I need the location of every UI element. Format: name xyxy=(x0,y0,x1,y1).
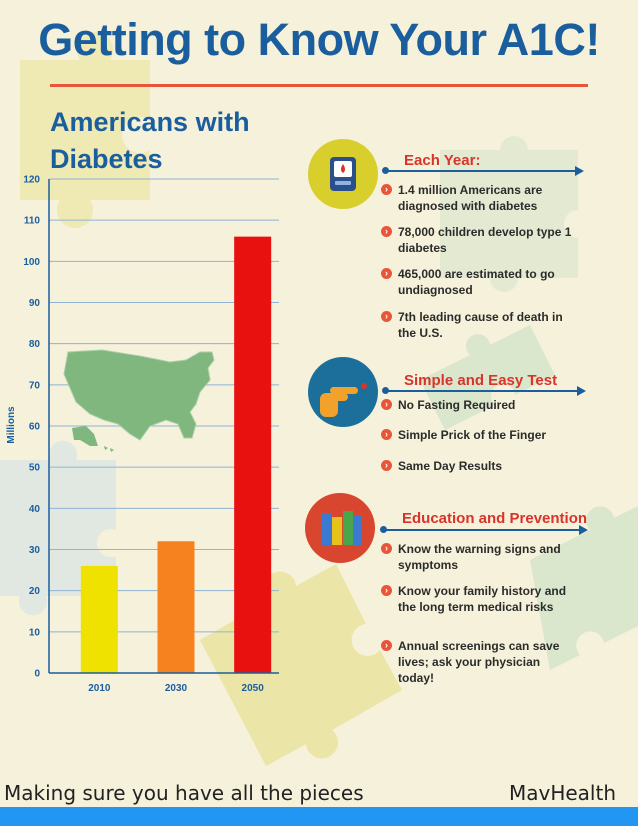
x-tick-label: 2010 xyxy=(88,683,111,694)
y-tick-label: 30 xyxy=(29,545,41,556)
bullet-item: › 78,000 children develop type 1 diabetes xyxy=(381,224,573,256)
bullet-text: Same Day Results xyxy=(398,459,503,473)
chart-title: Americans with Diabetes xyxy=(50,107,250,174)
bullet-text: Know your family history and the long te… xyxy=(398,584,567,614)
y-tick-label: 10 xyxy=(29,627,41,638)
bullet-item: › 7th leading cause of death in the U.S. xyxy=(381,309,573,341)
chevron-right-icon: › xyxy=(381,640,392,651)
alaska-map xyxy=(72,426,98,446)
chevron-right-icon: › xyxy=(381,311,392,322)
bullet-text: 465,000 are estimated to go undiagnosed xyxy=(398,267,555,297)
y-tick-label: 60 xyxy=(29,422,41,433)
x-tick-label: 2050 xyxy=(242,683,265,694)
section-icon-circle xyxy=(308,357,378,427)
section-each-year: Each Year: › 1.4 million Americans are di… xyxy=(300,136,610,346)
bullet-text: Annual screenings can save lives; ask yo… xyxy=(398,639,560,685)
hawaii-map xyxy=(104,446,114,452)
section-line-dot xyxy=(382,167,389,174)
y-tick-label: 110 xyxy=(24,216,41,227)
chevron-right-icon: › xyxy=(381,543,392,554)
section-education-prevention: Education and Prevention › Know the warni… xyxy=(300,493,610,693)
y-tick-label: 40 xyxy=(29,504,41,515)
bar-2010 xyxy=(80,565,118,673)
section-arrow-line xyxy=(384,529,580,531)
y-tick-label: 90 xyxy=(29,298,41,309)
chevron-right-icon: › xyxy=(381,460,392,471)
y-tick-label: 100 xyxy=(23,257,40,268)
chevron-right-icon: › xyxy=(381,184,392,195)
y-tick-label: 0 xyxy=(34,669,40,680)
chevron-right-icon: › xyxy=(381,429,392,440)
bullet-text: Know the warning signs and symptoms xyxy=(398,542,561,572)
bar-2030 xyxy=(157,541,195,673)
glucose-meter-icon xyxy=(330,157,356,191)
bullet-item: › Simple Prick of the Finger xyxy=(381,427,573,443)
chevron-right-icon: › xyxy=(381,226,392,237)
bullet-text: 1.4 million Americans are diagnosed with… xyxy=(398,183,543,213)
y-tick-label: 20 xyxy=(29,586,41,597)
section-arrow-line xyxy=(386,390,578,392)
bullet-item: › Same Day Results xyxy=(381,458,573,474)
bullet-item: › No Fasting Required xyxy=(381,397,573,413)
arrow-right-icon xyxy=(579,525,588,535)
arrow-right-icon xyxy=(575,166,584,176)
section-icon-circle xyxy=(305,493,375,563)
section-icon-circle xyxy=(308,139,378,209)
y-axis-label: Millions xyxy=(6,406,17,444)
y-tick-label: 70 xyxy=(29,380,41,391)
y-tick-label: 50 xyxy=(29,463,41,474)
y-tick-label: 120 xyxy=(23,175,40,186)
books-icon xyxy=(321,511,362,545)
bullet-text: 78,000 children develop type 1 diabetes xyxy=(398,225,572,255)
bullet-item: › 1.4 million Americans are diagnosed wit… xyxy=(381,182,573,214)
footer-brand: MavHealth xyxy=(508,781,616,805)
arrow-right-icon xyxy=(577,386,586,396)
finger-prick-icon xyxy=(320,383,367,417)
bar-2050 xyxy=(234,236,272,673)
section-heading-each-year: Each Year: xyxy=(404,152,481,169)
section-heading-education: Education and Prevention xyxy=(402,510,588,527)
section-simple-test: Simple and Easy Test › No Fasting Require… xyxy=(300,354,610,484)
us-map-mainland xyxy=(63,349,215,441)
bullet-item: › Know your family history and the long t… xyxy=(381,583,573,615)
us-map-image xyxy=(63,349,215,452)
chevron-right-icon: › xyxy=(381,399,392,410)
title-divider xyxy=(50,84,588,87)
page-title: Getting to Know Your A1C! xyxy=(38,14,600,65)
section-line-dot xyxy=(380,526,387,533)
section-arrow-line xyxy=(386,170,576,172)
bullet-item: › Annual screenings can save lives; ask y… xyxy=(381,638,573,686)
bullet-item: › Know the warning signs and symptoms xyxy=(381,541,573,573)
section-line-dot xyxy=(382,387,389,394)
footer-bar xyxy=(0,807,638,826)
footer-tagline: Making sure you have all the pieces xyxy=(4,781,364,805)
section-heading-simple-test: Simple and Easy Test xyxy=(404,372,558,389)
y-tick-label: 80 xyxy=(29,339,41,350)
bullet-text: 7th leading cause of death in the U.S. xyxy=(398,310,563,340)
bullet-text: Simple Prick of the Finger xyxy=(398,428,547,442)
chevron-right-icon: › xyxy=(381,585,392,596)
bullet-item: › 465,000 are estimated to go undiagnosed xyxy=(381,266,573,298)
chevron-right-icon: › xyxy=(381,268,392,279)
bullet-text: No Fasting Required xyxy=(398,398,516,412)
x-tick-label: 2030 xyxy=(165,683,188,694)
